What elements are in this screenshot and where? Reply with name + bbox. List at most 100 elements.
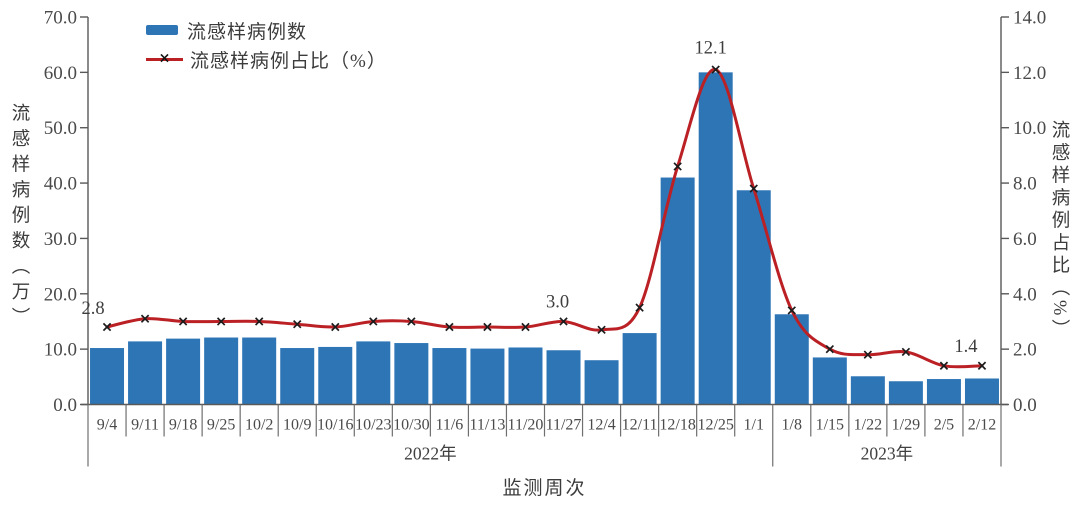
right-tick-label: 14.0 <box>1013 8 1046 29</box>
bar-series-swatch <box>146 25 178 35</box>
annotation-3.0: 3.0 <box>546 292 569 312</box>
bar-10/30 <box>394 343 429 405</box>
annotation-1.4: 1.4 <box>954 337 977 357</box>
right-tick-label: 8.0 <box>1013 174 1037 195</box>
marker-x-12/18 <box>673 162 682 171</box>
annotation-12.1: 12.1 <box>695 39 727 59</box>
left-tick-label: 70.0 <box>44 8 77 29</box>
x-tick-label: 12/25 <box>697 417 733 434</box>
percentage-line <box>105 68 984 369</box>
marker-x-2/5 <box>939 361 949 370</box>
right-tick-label: 2.0 <box>1013 340 1037 361</box>
bar-11/6 <box>432 348 467 405</box>
left-axis-title: 流感样病例数（万） <box>9 103 29 333</box>
marker-x-1/29 <box>901 347 911 357</box>
marker-x-11/13 <box>483 322 492 332</box>
left-tick-label: 10.0 <box>44 340 77 361</box>
marker-x-11/6 <box>445 322 454 332</box>
marker-x-10/2 <box>254 317 264 326</box>
marker-x-9/11 <box>140 314 150 323</box>
x-axis-title: 监测周次 <box>502 478 587 499</box>
marker-x-2/12 <box>977 361 987 370</box>
marker-x-11/20 <box>521 322 530 332</box>
x-tick-label: 9/11 <box>131 417 159 434</box>
legend-label-cases: 流感样病例数 <box>187 21 308 43</box>
marker-x-1/22 <box>863 350 873 359</box>
bar-12/4 <box>584 360 619 405</box>
marker-x-12/11 <box>635 303 644 312</box>
x-tick-label: 12/4 <box>587 417 615 434</box>
bar-10/16 <box>318 346 353 405</box>
right-axis-title: 流感样病例占比（%） <box>1049 120 1069 342</box>
x-tick-label: 11/13 <box>470 417 506 434</box>
x-tick-label: 11/27 <box>546 417 582 434</box>
x-tick-label: 12/11 <box>622 417 658 434</box>
marker-x-1/8 <box>787 306 796 315</box>
bar-11/13 <box>470 348 505 405</box>
marker-x-1/15 <box>825 344 835 354</box>
bar-1/15 <box>812 357 847 405</box>
bar-9/11 <box>128 341 163 405</box>
bar-12/25 <box>698 72 733 405</box>
left-tick-label: 40.0 <box>44 174 77 195</box>
marker-x-10/16 <box>331 322 340 332</box>
x-tick-label: 1/22 <box>854 417 882 434</box>
marker-x-9/4 <box>102 322 112 332</box>
x-tick-label: 9/18 <box>169 417 197 434</box>
x-tick-label: 10/23 <box>355 417 391 434</box>
bar-12/11 <box>622 333 657 405</box>
bar-11/20 <box>508 347 543 405</box>
x-tick-label: 10/16 <box>317 417 353 434</box>
legend: 流感样病例数 × 流感样病例占比（%） <box>146 18 387 72</box>
bar-9/4 <box>90 348 125 405</box>
x-tick-label: 1/15 <box>816 417 844 434</box>
legend-label-percentage: 流感样病例占比（%） <box>190 50 387 72</box>
x-tick-label: 1/29 <box>892 417 920 434</box>
right-tick-label: 6.0 <box>1013 229 1037 250</box>
legend-item-cases: 流感样病例数 <box>146 18 387 43</box>
bar-1/1 <box>736 190 771 405</box>
marker-x-12/4 <box>597 325 606 334</box>
x-tick-label: 10/9 <box>283 417 311 434</box>
x-tick-label: 10/2 <box>245 417 273 434</box>
bar-9/18 <box>166 338 201 405</box>
marker-x-10/23 <box>369 317 378 326</box>
marker-x-9/18 <box>178 317 188 326</box>
left-tick-label: 30.0 <box>44 229 77 250</box>
marker-x-11/27 <box>559 317 568 326</box>
marker-x-10/9 <box>293 320 302 329</box>
right-tick-label: 12.0 <box>1013 63 1046 84</box>
bar-2/12 <box>964 378 999 405</box>
year-group-label: 2023年 <box>861 444 914 464</box>
x-tick-label: 11/6 <box>435 417 463 434</box>
right-tick-label: 0.0 <box>1013 395 1037 416</box>
x-tick-label: 1/8 <box>782 417 802 434</box>
x-tick-label: 9/4 <box>97 417 117 434</box>
marker-x-9/25 <box>216 317 226 326</box>
x-marker-icon: × <box>158 50 171 67</box>
bar-10/2 <box>242 337 277 405</box>
left-tick-label: 60.0 <box>44 63 77 84</box>
bar-11/27 <box>546 350 581 405</box>
year-group-label: 2022年 <box>404 444 457 464</box>
annotation-2.8: 2.8 <box>81 299 104 319</box>
right-tick-label: 10.0 <box>1013 118 1046 139</box>
left-tick-label: 0.0 <box>53 395 77 416</box>
marker-x-12/25 <box>711 65 720 74</box>
bar-9/25 <box>204 337 239 405</box>
x-tick-label: 2/5 <box>934 417 954 434</box>
bar-10/9 <box>280 348 315 405</box>
x-tick-label: 12/18 <box>659 417 695 434</box>
line-series-swatch: × <box>146 51 183 65</box>
bar-1/29 <box>888 381 923 405</box>
x-tick-label: 1/1 <box>744 417 764 434</box>
x-tick-label: 2/12 <box>968 417 996 434</box>
legend-item-percentage: × 流感样病例占比（%） <box>146 47 387 72</box>
marker-x-1/1 <box>749 184 758 193</box>
right-tick-label: 4.0 <box>1013 284 1037 305</box>
x-tick-label: 10/30 <box>393 417 429 434</box>
marker-x-10/30 <box>407 317 416 326</box>
x-tick-label: 11/20 <box>508 417 544 434</box>
left-tick-label: 20.0 <box>44 284 77 305</box>
